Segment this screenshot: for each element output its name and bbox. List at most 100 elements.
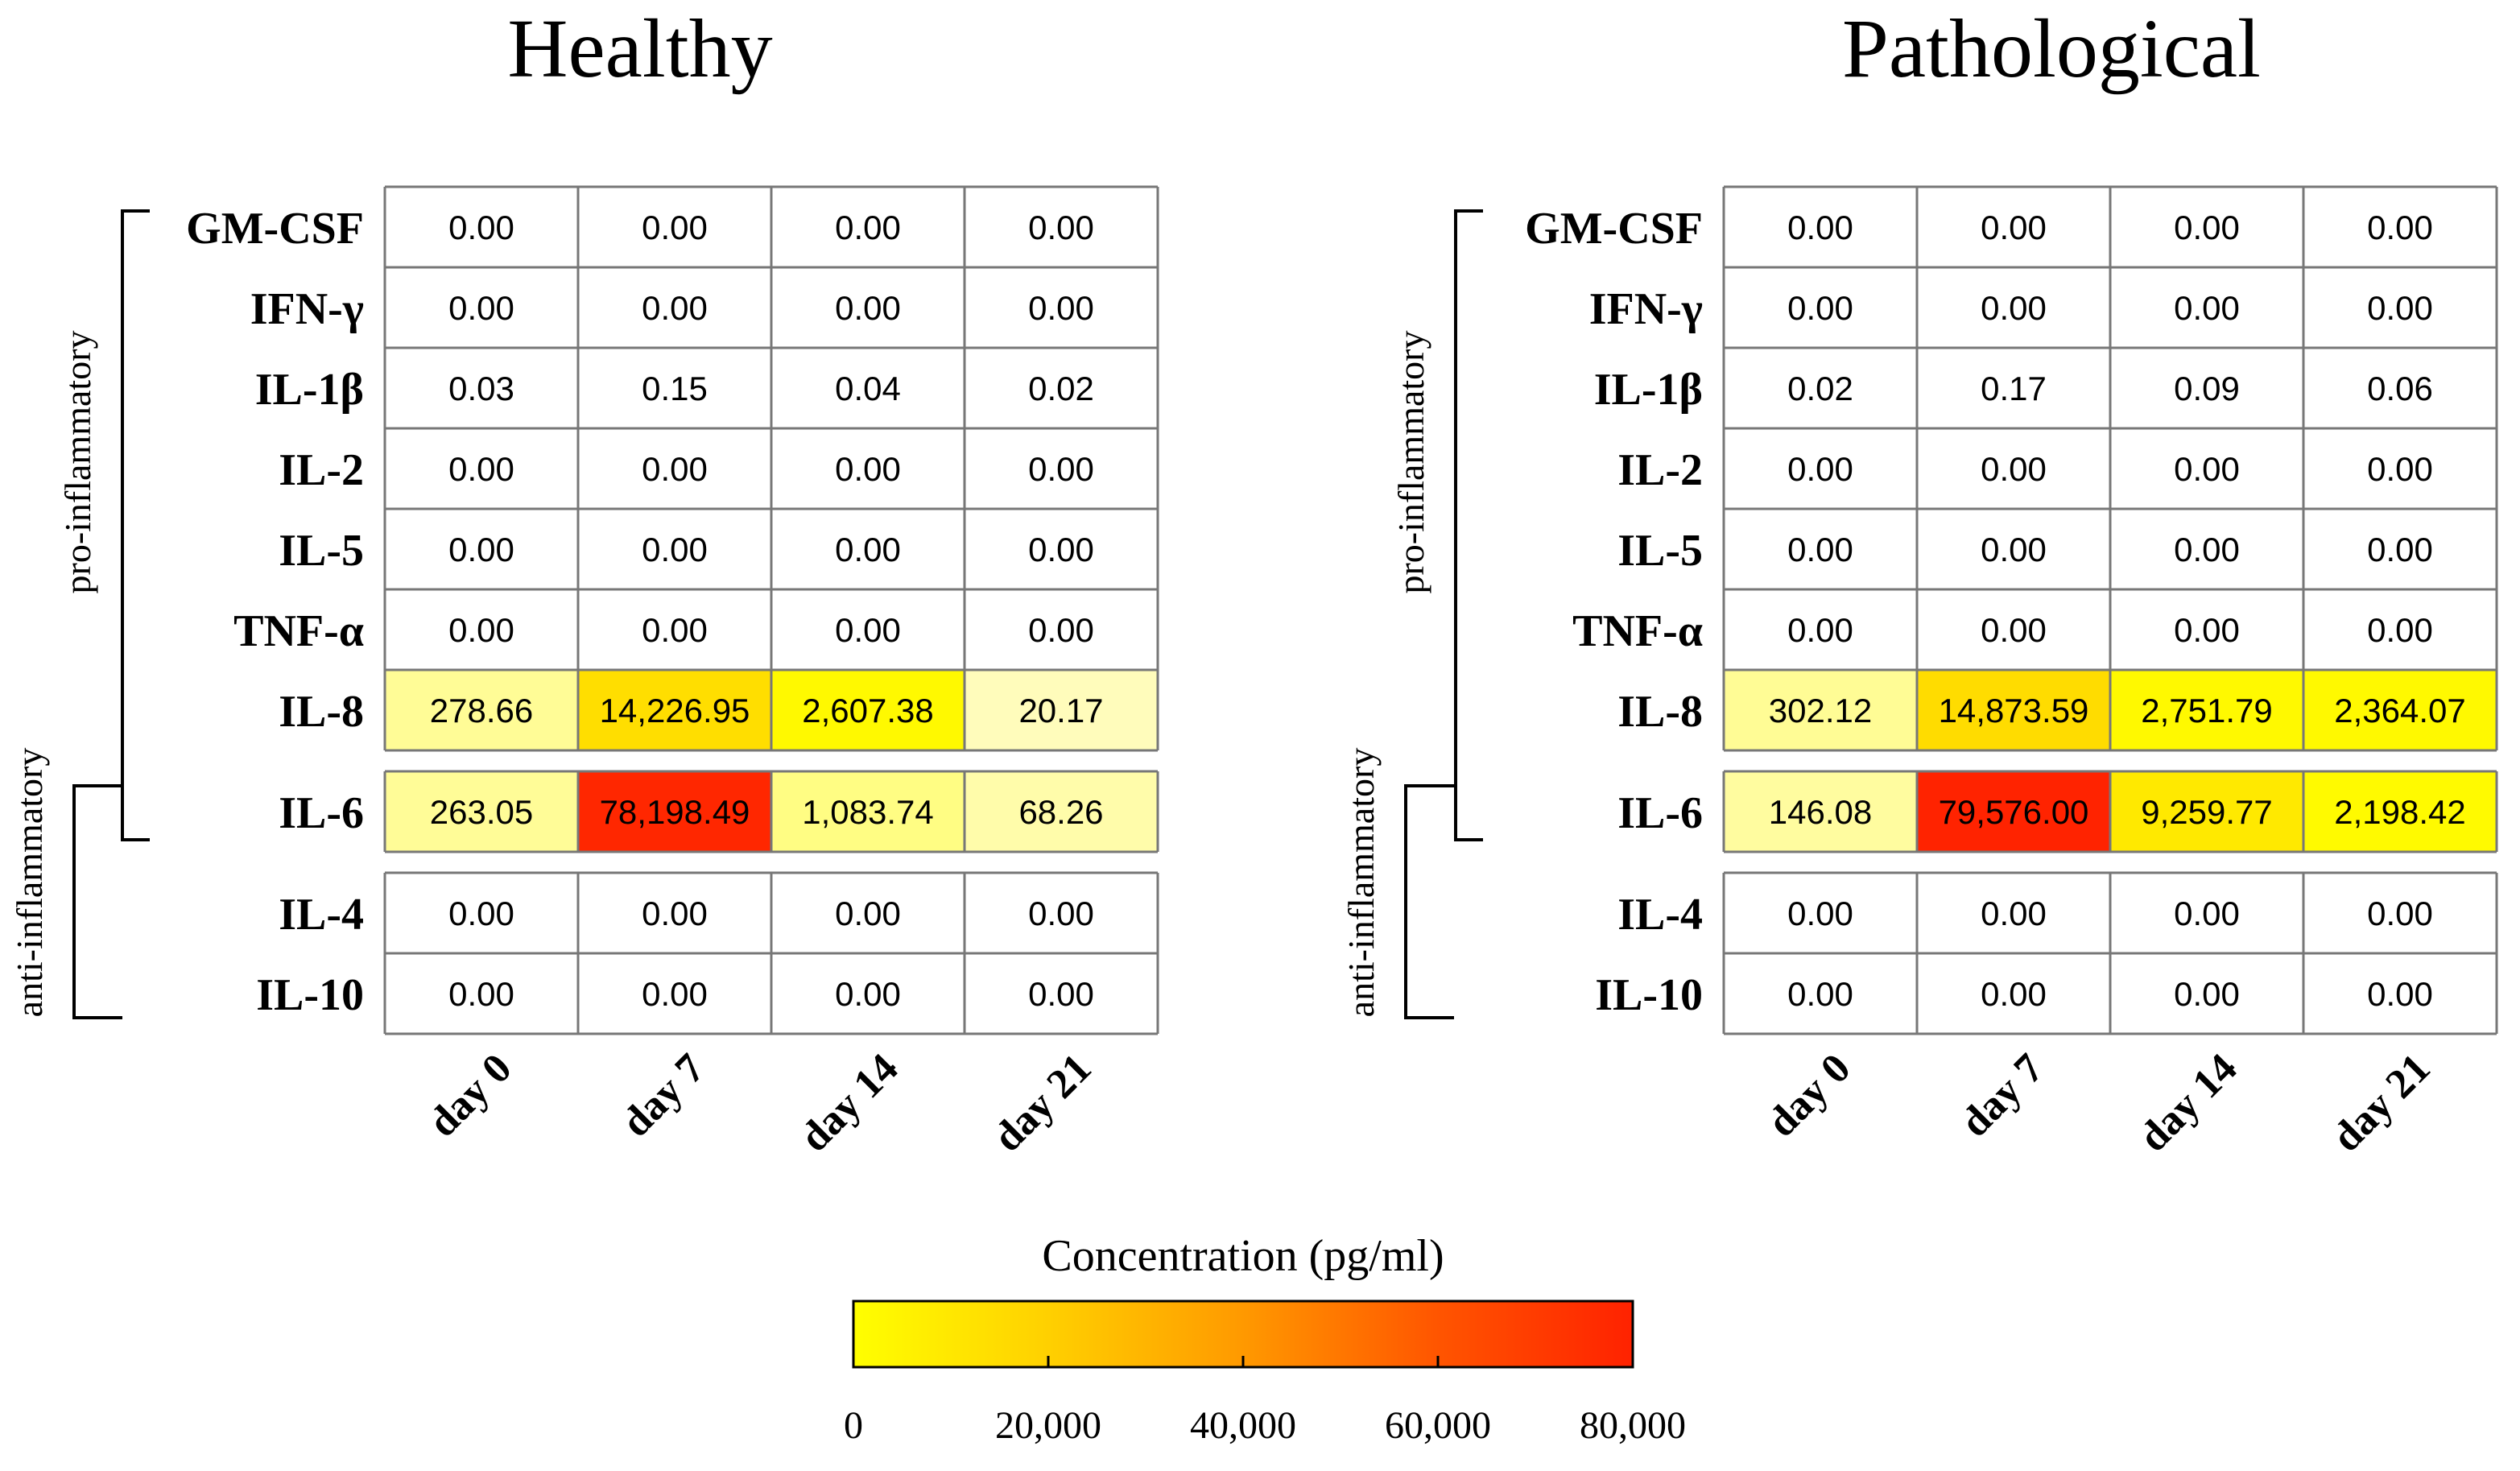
- cell-value-label: 0.00: [642, 209, 708, 246]
- column-label: day 0: [1758, 1045, 1859, 1146]
- row-label: TNF-α: [1572, 606, 1703, 656]
- heatmap-cell: [1917, 267, 2110, 348]
- heatmap-cell: [385, 348, 578, 428]
- heatmap-cell: [1724, 771, 1917, 852]
- bracket-label-pro: pro-inflammatory: [57, 330, 98, 593]
- heatmap-cell: [2110, 771, 2303, 852]
- cell-value-label: 78,198.49: [600, 793, 750, 831]
- heatmap-cell: [385, 873, 578, 953]
- heatmap-cell: [385, 509, 578, 589]
- heatmap-cell: [2110, 348, 2303, 428]
- cell-value-label: 0.00: [1787, 289, 1853, 327]
- cell-value-label: 0.02: [1787, 370, 1853, 407]
- cell-value-label: 0.09: [2174, 370, 2240, 407]
- heatmap-cell: [965, 670, 1158, 750]
- cell-value-label: 2,198.42: [2334, 793, 2466, 831]
- row-label: IFN-γ: [250, 284, 364, 334]
- row-label: IL-8: [1617, 687, 1703, 737]
- row-label: IFN-γ: [1589, 284, 1703, 334]
- heatmap-cell: [2110, 187, 2303, 267]
- colorbar-tick-label: 80,000: [1580, 1404, 1686, 1447]
- heatmap-cell: [1724, 267, 1917, 348]
- heatmap-cell: [2303, 187, 2497, 267]
- colorbar-tick-label: 40,000: [1190, 1404, 1296, 1447]
- cell-value-label: 20.17: [1018, 692, 1103, 729]
- column-label: day 7: [613, 1045, 713, 1146]
- cell-value-label: 0.00: [1981, 450, 2047, 488]
- heatmap-cell: [1917, 670, 2110, 750]
- cell-value-label: 0.00: [2367, 289, 2433, 327]
- cell-value-label: 0.00: [1787, 611, 1853, 649]
- cell-value-label: 0.00: [2367, 975, 2433, 1013]
- heatmap-cell: [965, 187, 1158, 267]
- cell-value-label: 0.00: [2367, 611, 2433, 649]
- heatmap-cell: [1724, 509, 1917, 589]
- cell-value-label: 0.00: [2174, 450, 2240, 488]
- cell-value-label: 0.00: [1981, 289, 2047, 327]
- cell-value-label: 0.00: [1981, 895, 2047, 932]
- heatmap-cell: [965, 873, 1158, 953]
- heatmap-cell: [578, 953, 771, 1034]
- heatmap-cell: [578, 670, 771, 750]
- heatmap-cell: [578, 348, 771, 428]
- cell-value-label: 0.00: [1981, 611, 2047, 649]
- cell-value-label: 0.00: [835, 895, 901, 932]
- cell-value-label: 0.00: [1028, 895, 1094, 932]
- cell-value-label: 0.00: [1028, 209, 1094, 246]
- colorbar-title: Concentration (pg/ml): [1042, 1231, 1444, 1281]
- cell-value-label: 14,226.95: [600, 692, 750, 729]
- column-label: day 0: [419, 1045, 520, 1146]
- cell-value-label: 278.66: [430, 692, 533, 729]
- row-label: IL-8: [279, 687, 364, 737]
- heatmap-cell: [965, 348, 1158, 428]
- heatmap-cell: [385, 589, 578, 670]
- row-label: IL-5: [1617, 526, 1703, 576]
- heatmap-cell: [578, 771, 771, 852]
- cell-value-label: 79,576.00: [1939, 793, 2089, 831]
- pro-inflammatory-bracket: [1454, 209, 1483, 841]
- cell-value-label: 0.02: [1028, 370, 1094, 407]
- cell-value-label: 9,259.77: [2141, 793, 2273, 831]
- cell-value-label: 0.00: [642, 611, 708, 649]
- row-label: IL-10: [1595, 970, 1703, 1020]
- heatmap-cell: [1917, 348, 2110, 428]
- pro-inflammatory-bracket: [121, 209, 150, 841]
- heatmap-cell: [1724, 873, 1917, 953]
- cell-value-label: 0.17: [1981, 370, 2047, 407]
- column-label: day 14: [2130, 1045, 2245, 1160]
- heatmap-cell: [2110, 873, 2303, 953]
- heatmap-cell: [1917, 589, 2110, 670]
- heatmap-cell: [578, 267, 771, 348]
- cell-value-label: 0.06: [2367, 370, 2433, 407]
- heatmap-cell: [965, 428, 1158, 509]
- heatmap-cell: [771, 509, 965, 589]
- cell-value-label: 0.15: [642, 370, 708, 407]
- heatmap-cell: [385, 953, 578, 1034]
- heatmap-cell: [2303, 348, 2497, 428]
- heatmap-cell: [771, 953, 965, 1034]
- heatmap-cell: [771, 589, 965, 670]
- cell-value-label: 0.00: [2174, 209, 2240, 246]
- heatmap-cell: [2110, 428, 2303, 509]
- cell-value-label: 0.00: [2174, 531, 2240, 568]
- cell-value-label: 14,873.59: [1939, 692, 2089, 729]
- cell-value-label: 0.00: [642, 975, 708, 1013]
- heatmap-cell: [385, 267, 578, 348]
- cell-value-label: 0.00: [2367, 895, 2433, 932]
- cell-value-label: 0.00: [448, 450, 514, 488]
- cell-value-label: 0.03: [448, 370, 514, 407]
- cell-value-label: 0.00: [1981, 531, 2047, 568]
- heatmap-panel-healthy: Healthy 0.00 0.00 0.00 0.00 0.00 0.00 0.00 0.00 0…: [9, 2, 1159, 1161]
- column-label: day 7: [1952, 1045, 2052, 1146]
- heatmap-cell: [965, 771, 1158, 852]
- cell-value-label: 0.00: [642, 289, 708, 327]
- heatmap-cell: [2110, 267, 2303, 348]
- heatmap-cell: [578, 509, 771, 589]
- cell-value-label: 2,751.79: [2141, 692, 2273, 729]
- heatmap-cell: [1917, 771, 2110, 852]
- cell-value-label: 0.00: [1787, 450, 1853, 488]
- cell-value-label: 0.00: [1981, 209, 2047, 246]
- cell-value-label: 2,607.38: [802, 692, 934, 729]
